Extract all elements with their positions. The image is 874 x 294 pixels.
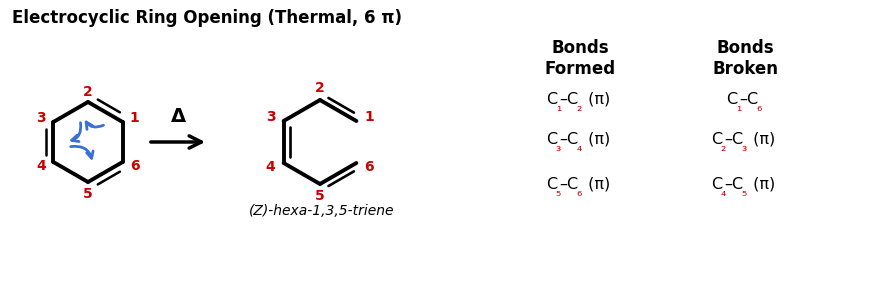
Text: ₅: ₅ xyxy=(556,186,561,198)
Text: 4: 4 xyxy=(37,159,46,173)
Text: –C: –C xyxy=(559,131,579,146)
Text: C: C xyxy=(546,131,558,146)
Text: 3: 3 xyxy=(37,111,46,125)
Text: (π): (π) xyxy=(583,176,610,191)
Text: Bonds
Formed: Bonds Formed xyxy=(545,39,615,78)
Text: C: C xyxy=(726,91,738,106)
FancyArrowPatch shape xyxy=(72,123,80,141)
Text: C: C xyxy=(711,176,723,191)
Text: 2: 2 xyxy=(83,85,93,99)
Text: –C: –C xyxy=(559,176,579,191)
Text: (Z)-hexa-1,3,5-triene: (Z)-hexa-1,3,5-triene xyxy=(249,204,395,218)
Text: 1: 1 xyxy=(364,110,374,124)
Text: (π): (π) xyxy=(583,91,610,106)
Text: –C: –C xyxy=(739,91,759,106)
Text: 5: 5 xyxy=(316,189,325,203)
FancyArrowPatch shape xyxy=(71,146,94,158)
Text: ₃: ₃ xyxy=(741,141,746,153)
Text: ₃: ₃ xyxy=(556,141,561,153)
Text: 6: 6 xyxy=(130,159,140,173)
Text: –C: –C xyxy=(725,131,743,146)
Text: ₄: ₄ xyxy=(721,186,726,198)
Text: Electrocyclic Ring Opening (Thermal, 6 π): Electrocyclic Ring Opening (Thermal, 6 π… xyxy=(12,9,402,27)
Text: C: C xyxy=(711,131,723,146)
Text: ₂: ₂ xyxy=(721,141,726,153)
Text: ₆: ₆ xyxy=(756,101,761,113)
Text: 1: 1 xyxy=(129,111,140,125)
Text: ₅: ₅ xyxy=(741,186,746,198)
Text: ₄: ₄ xyxy=(576,141,581,153)
Text: 3: 3 xyxy=(266,110,275,124)
Text: ₂: ₂ xyxy=(576,101,582,113)
Text: (π): (π) xyxy=(748,131,775,146)
Text: C: C xyxy=(546,91,558,106)
Text: (π): (π) xyxy=(583,131,610,146)
Text: Δ: Δ xyxy=(170,107,185,126)
Text: Bonds
Broken: Bonds Broken xyxy=(712,39,778,78)
Text: ₆: ₆ xyxy=(576,186,581,198)
Text: (π): (π) xyxy=(748,176,775,191)
Text: 6: 6 xyxy=(364,160,374,174)
Text: ₁: ₁ xyxy=(556,101,561,113)
Text: ₁: ₁ xyxy=(736,101,741,113)
Text: 5: 5 xyxy=(83,187,93,201)
FancyArrowPatch shape xyxy=(87,122,103,129)
Text: 2: 2 xyxy=(316,81,325,95)
Text: –C: –C xyxy=(725,176,743,191)
Text: –C: –C xyxy=(559,91,579,106)
Text: 4: 4 xyxy=(266,160,275,174)
Text: C: C xyxy=(546,176,558,191)
